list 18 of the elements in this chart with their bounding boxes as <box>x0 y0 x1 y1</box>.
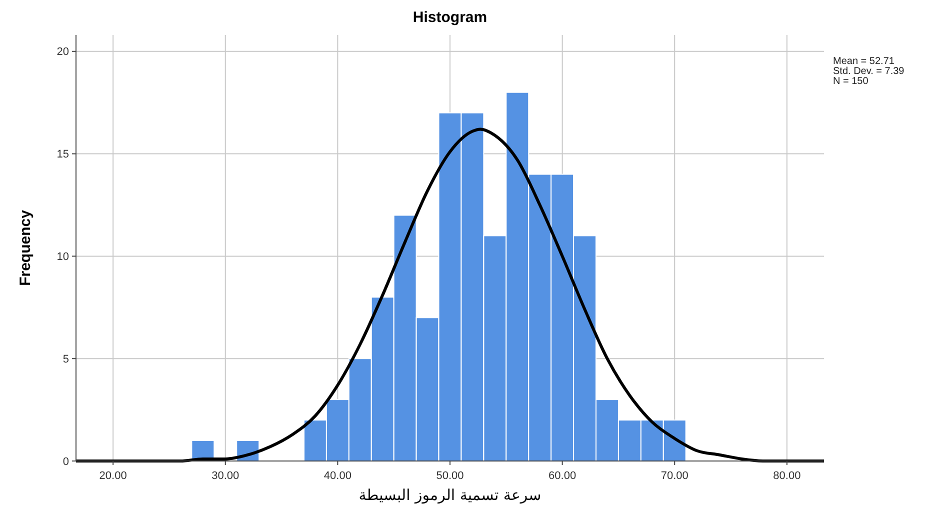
x-axis-title: سرعة تسمية الرموز البسيطة <box>358 486 542 504</box>
x-tick-label: 60.00 <box>548 470 576 482</box>
x-tick-label: 40.00 <box>324 470 352 482</box>
x-tick-label: 80.00 <box>773 470 801 482</box>
y-tick-label: 20 <box>56 46 69 58</box>
x-tick-label: 20.00 <box>99 470 127 482</box>
text: N = 150 <box>833 76 869 87</box>
y-tick-label: 0 <box>62 456 69 468</box>
text: Mean = 52.71 <box>833 56 895 67</box>
x-tick-label: 30.00 <box>212 470 240 482</box>
y-tick-label: 5 <box>62 353 69 366</box>
y-axis-title: Frequency <box>17 209 34 286</box>
x-tick-label: 70.00 <box>660 470 688 482</box>
chart-title: Histogram <box>412 9 488 26</box>
text: Std. Dev. = 7.39 <box>833 66 905 77</box>
y-tick-label: 15 <box>56 148 69 161</box>
y-tick-label: 10 <box>56 251 69 264</box>
x-tick-label: 50.00 <box>436 470 464 482</box>
